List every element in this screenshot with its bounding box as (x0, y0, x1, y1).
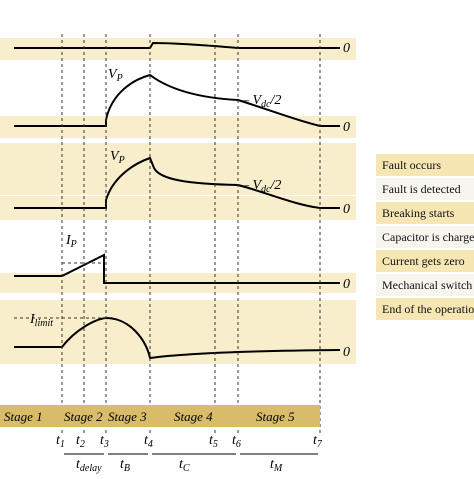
peak-label-vp-2: VP (110, 149, 125, 166)
band-panel-3 (0, 143, 356, 195)
stage-label-5: Stage 5 (256, 409, 295, 424)
stage-label-3: Stage 3 (108, 409, 147, 424)
stage-bar-2 (62, 405, 106, 427)
band-panel-1 (0, 38, 356, 60)
legend-row-mechanical-switch: Mechanical switch (376, 274, 474, 296)
legend-row-fault-detected: Fault is detected (376, 178, 474, 200)
peak-label-ip: IP (65, 233, 77, 250)
trace-5 (14, 316, 341, 360)
zero-label-4: 0 (343, 277, 350, 292)
interval-label-c: tC (179, 457, 190, 474)
band-panel-5 (0, 300, 356, 364)
time-label-t5: t5 (209, 433, 218, 450)
time-label-t2: t2 (76, 433, 85, 450)
legend-row-capacitor-charged: Capacitor is charged (376, 226, 474, 248)
interval-label-m: tM (270, 457, 283, 474)
legend-row-fault-occurs: Fault occurs (376, 154, 474, 176)
interval-label-delay: tdelay (76, 457, 102, 474)
stage-label-4: Stage 4 (174, 409, 213, 424)
peak-label-ilimit: Ilimit (29, 312, 53, 329)
zero-label-3: 0 (343, 202, 350, 217)
stage-label-1: Stage 1 (4, 409, 43, 424)
band-panel-2 (0, 116, 356, 138)
legend-row-breaking-starts: Breaking starts (376, 202, 474, 224)
vdc-half-label-1: – Vdc/2 (241, 93, 281, 110)
trace-1 (14, 41, 340, 49)
zero-label-2: 0 (343, 120, 350, 135)
time-label-t1: t1 (56, 433, 65, 450)
interval-label-b: tB (120, 457, 130, 474)
zero-label-1: 0 (343, 41, 350, 56)
zero-label-5: 0 (343, 345, 350, 360)
vdc-half-label-2: – Vdc/2 (241, 178, 281, 195)
trace-2 (14, 73, 340, 127)
stage-bar-1 (0, 405, 62, 427)
trace-4 (14, 253, 340, 284)
stage-bar-5 (238, 405, 320, 427)
legend-row-current-zero: Current gets zero (376, 250, 474, 272)
time-label-t7: t7 (313, 433, 323, 450)
stage-bar-4 (150, 405, 238, 427)
legend-row-end-operation: End of the operation (376, 298, 474, 320)
trace-3 (14, 156, 340, 209)
time-label-t4: t4 (144, 433, 153, 450)
stage-bar-3 (106, 405, 150, 427)
stage-label-2: Stage 2 (64, 409, 103, 424)
time-label-t6: t6 (232, 433, 241, 450)
peak-label-vp-1: VP (108, 67, 123, 84)
time-label-t3: t3 (100, 433, 109, 450)
